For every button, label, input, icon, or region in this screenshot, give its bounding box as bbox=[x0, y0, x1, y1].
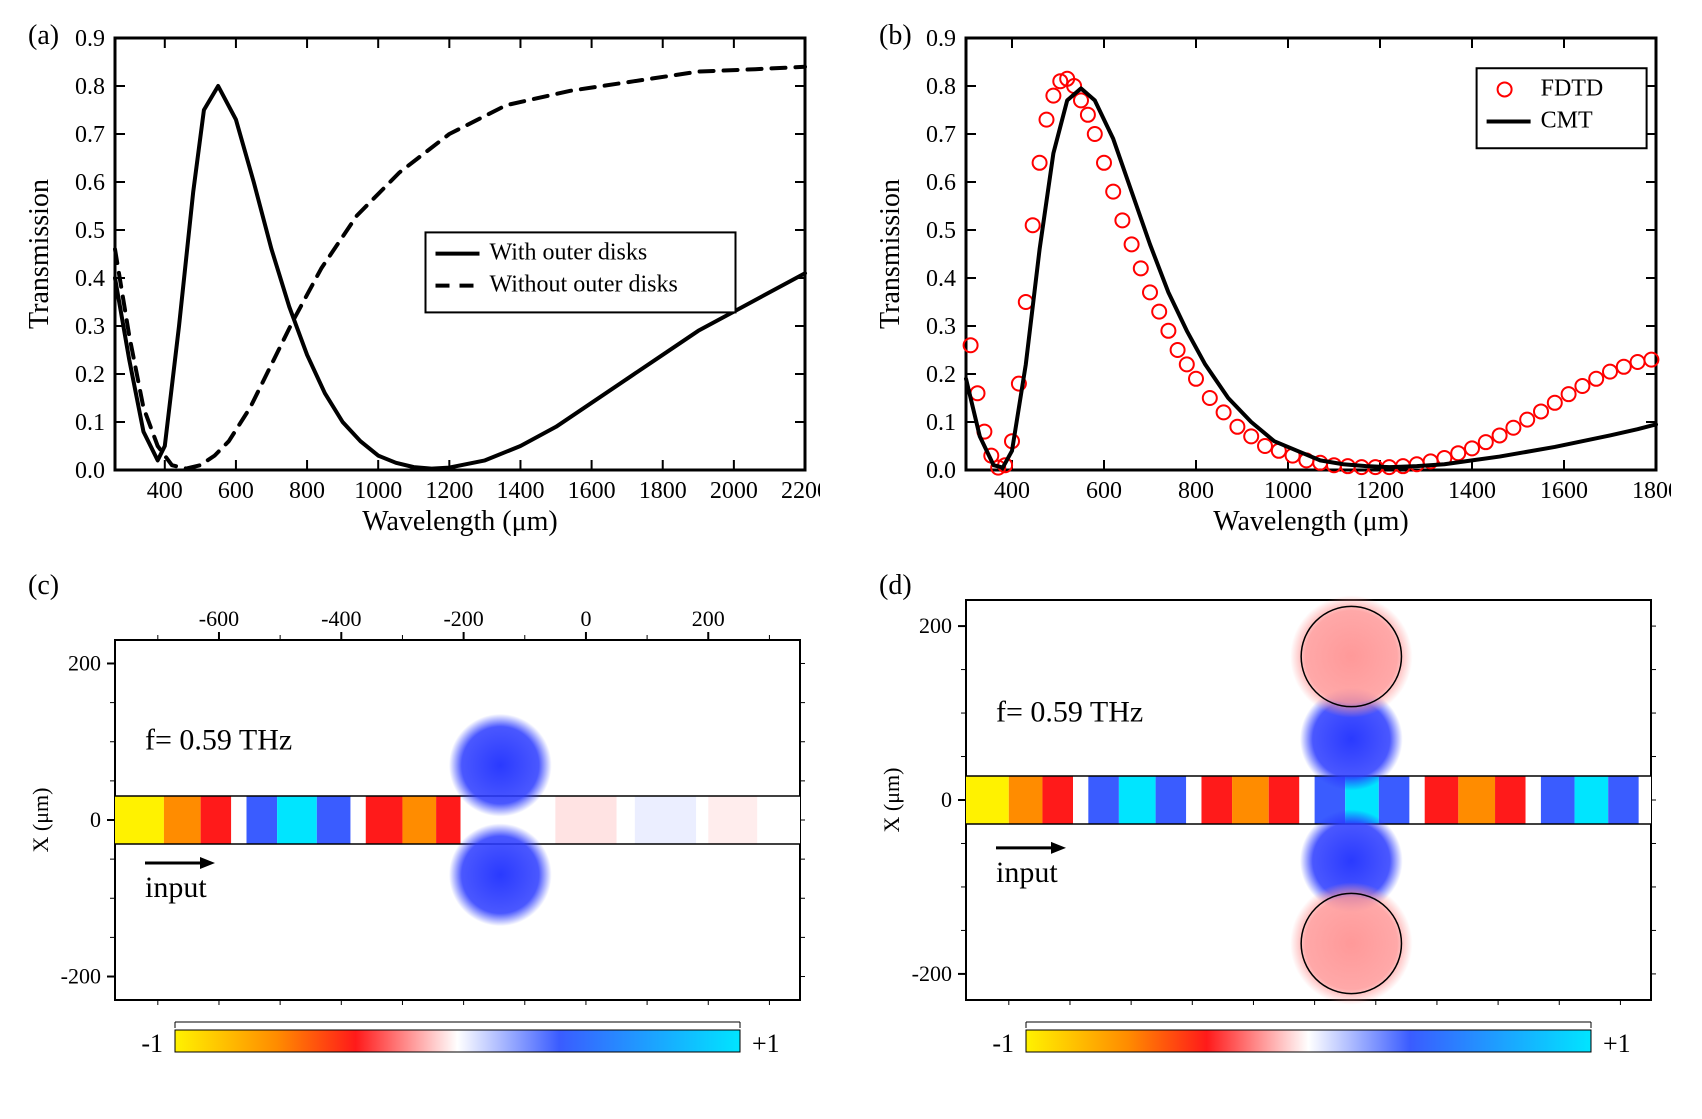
svg-text:1000: 1000 bbox=[1264, 478, 1312, 504]
svg-text:1400: 1400 bbox=[1448, 478, 1496, 504]
svg-text:X (μm): X (μm) bbox=[28, 788, 53, 853]
svg-text:0.6: 0.6 bbox=[926, 170, 956, 196]
svg-text:0.4: 0.4 bbox=[75, 266, 105, 292]
svg-text:0.7: 0.7 bbox=[75, 122, 105, 148]
svg-text:0.6: 0.6 bbox=[75, 170, 105, 196]
svg-text:1200: 1200 bbox=[1356, 478, 1404, 504]
svg-text:800: 800 bbox=[1178, 478, 1214, 504]
svg-text:0.2: 0.2 bbox=[926, 362, 956, 388]
panel-c: -200 0 200 -600 -400 -200 0 200 X (μm) f= 0.59 TH… bbox=[20, 570, 831, 1090]
svg-text:Without outer disks: Without outer disks bbox=[490, 272, 678, 298]
svg-text:0.0: 0.0 bbox=[926, 458, 956, 484]
svg-text:f= 0.59 THz: f= 0.59 THz bbox=[996, 696, 1143, 729]
svg-text:-200: -200 bbox=[61, 964, 101, 989]
svg-text:0.9: 0.9 bbox=[75, 26, 105, 52]
svg-text:X (μm): X (μm) bbox=[879, 768, 904, 833]
svg-text:200: 200 bbox=[692, 606, 725, 631]
svg-text:0.1: 0.1 bbox=[926, 410, 956, 436]
svg-text:input: input bbox=[145, 871, 207, 904]
svg-text:0: 0 bbox=[941, 787, 952, 812]
svg-text:0.7: 0.7 bbox=[926, 122, 956, 148]
svg-text:0.4: 0.4 bbox=[926, 266, 956, 292]
svg-text:1000: 1000 bbox=[354, 478, 402, 504]
svg-text:(b): (b) bbox=[879, 20, 912, 51]
svg-text:Transmission: Transmission bbox=[24, 179, 55, 329]
svg-text:0.9: 0.9 bbox=[926, 26, 956, 52]
svg-text:-600: -600 bbox=[199, 606, 239, 631]
svg-text:1800: 1800 bbox=[1632, 478, 1671, 504]
svg-text:Wavelength (μm): Wavelength (μm) bbox=[1213, 506, 1408, 537]
svg-text:0.2: 0.2 bbox=[75, 362, 105, 388]
svg-text:0: 0 bbox=[580, 606, 591, 631]
svg-text:0.5: 0.5 bbox=[926, 218, 956, 244]
panel-d: -200 0 200 X (μm) f= 0.59 THz input (d) -1 +1 bbox=[871, 570, 1682, 1090]
svg-text:600: 600 bbox=[218, 478, 254, 504]
svg-text:0.8: 0.8 bbox=[926, 74, 956, 100]
svg-text:-400: -400 bbox=[321, 606, 361, 631]
svg-text:1400: 1400 bbox=[496, 478, 544, 504]
svg-text:-1: -1 bbox=[141, 1029, 163, 1058]
svg-text:200: 200 bbox=[68, 650, 101, 675]
svg-text:2200: 2200 bbox=[781, 478, 820, 504]
svg-text:0.3: 0.3 bbox=[75, 314, 105, 340]
svg-text:400: 400 bbox=[994, 478, 1030, 504]
svg-text:0.1: 0.1 bbox=[75, 410, 105, 436]
svg-text:600: 600 bbox=[1086, 478, 1122, 504]
svg-text:FDTD: FDTD bbox=[1541, 75, 1604, 101]
svg-text:(c): (c) bbox=[28, 570, 59, 601]
svg-text:0.0: 0.0 bbox=[75, 458, 105, 484]
svg-text:Transmission: Transmission bbox=[875, 179, 906, 329]
svg-text:0.3: 0.3 bbox=[926, 314, 956, 340]
svg-text:+1: +1 bbox=[1603, 1029, 1631, 1058]
svg-text:Wavelength (μm): Wavelength (μm) bbox=[362, 506, 557, 537]
svg-text:200: 200 bbox=[919, 613, 952, 638]
svg-text:400: 400 bbox=[147, 478, 183, 504]
svg-text:(a): (a) bbox=[28, 20, 59, 51]
svg-text:With outer disks: With outer disks bbox=[490, 240, 648, 266]
svg-text:0.8: 0.8 bbox=[75, 74, 105, 100]
panel-a: 400 600 800 1000 1200 1400 1600 1800 2000 2200 0.0… bbox=[20, 20, 831, 540]
svg-text:1800: 1800 bbox=[639, 478, 687, 504]
svg-text:1600: 1600 bbox=[1540, 478, 1588, 504]
svg-text:input: input bbox=[996, 856, 1058, 889]
svg-text:CMT: CMT bbox=[1541, 107, 1593, 133]
svg-text:-200: -200 bbox=[912, 961, 952, 986]
svg-text:1600: 1600 bbox=[568, 478, 616, 504]
svg-text:2000: 2000 bbox=[710, 478, 758, 504]
svg-text:0.5: 0.5 bbox=[75, 218, 105, 244]
svg-text:(d): (d) bbox=[879, 570, 912, 601]
panel-b: 400 600 800 1000 1200 1400 1600 1800 0.0 0.1 0.2 0.… bbox=[871, 20, 1682, 540]
svg-text:1200: 1200 bbox=[425, 478, 473, 504]
svg-text:f= 0.59 THz: f= 0.59 THz bbox=[145, 724, 292, 757]
svg-text:0: 0 bbox=[90, 807, 101, 832]
svg-text:-1: -1 bbox=[992, 1029, 1014, 1058]
svg-text:800: 800 bbox=[289, 478, 325, 504]
svg-text:+1: +1 bbox=[752, 1029, 780, 1058]
figure-grid: 40060080010001200140016001800200022000.0… bbox=[20, 20, 1682, 1090]
svg-text:-200: -200 bbox=[443, 606, 483, 631]
